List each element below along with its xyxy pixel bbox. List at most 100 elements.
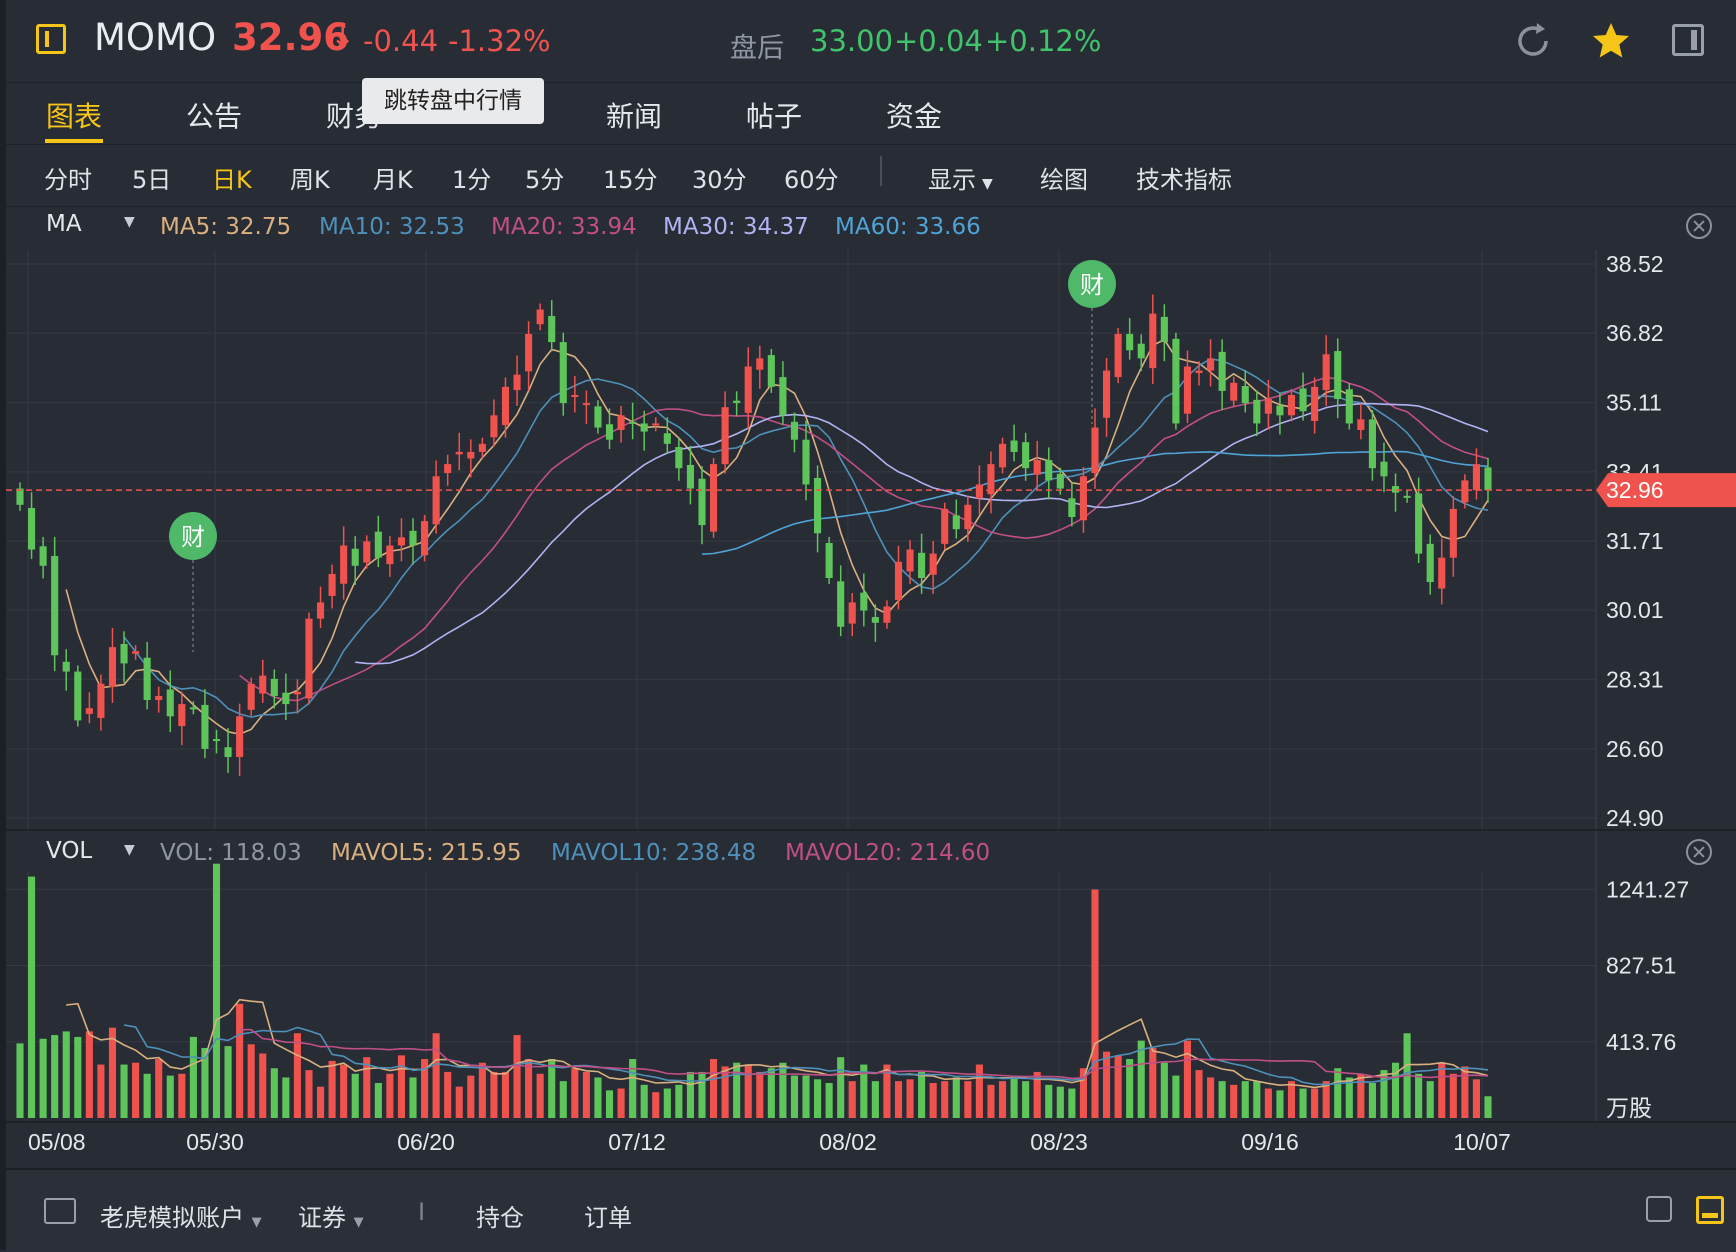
date-tick-label: 05/08 — [28, 1129, 86, 1155]
candle-body — [1068, 498, 1076, 518]
period-5min[interactable]: 5分 — [525, 166, 565, 194]
candle-body — [987, 464, 995, 495]
caret-down-icon: ▼ — [353, 1215, 364, 1230]
volume-bar — [1045, 1084, 1053, 1118]
volume-bar — [640, 1084, 648, 1118]
candle-body — [998, 443, 1007, 468]
candle-body — [975, 484, 983, 499]
draw-button[interactable]: 绘图 — [1040, 166, 1088, 194]
tab-posts[interactable]: 帖子 — [746, 100, 803, 133]
last-price: 32.96 — [232, 16, 350, 59]
after-hours-label: 盘后 — [730, 33, 784, 64]
candle-body — [571, 394, 579, 397]
vol-indicator-label[interactable]: VOL — [46, 838, 93, 864]
candle-body — [1426, 543, 1434, 583]
tab-notice[interactable]: 公告 — [186, 100, 243, 133]
date-tick-label: 08/02 — [819, 1129, 877, 1155]
panel-toggle-icon[interactable] — [1672, 24, 1704, 56]
volume-bar — [1438, 1062, 1446, 1118]
candle-body — [952, 515, 960, 530]
volume-bar — [1091, 889, 1099, 1118]
volume-bar — [1160, 1062, 1168, 1118]
mavol10-line — [123, 1024, 1489, 1086]
volume-bar — [97, 1064, 105, 1118]
candle-body — [432, 476, 440, 525]
account-selector[interactable]: 老虎模拟账户 ▼ — [100, 1198, 262, 1233]
candle-body — [143, 657, 151, 701]
volume-bar — [363, 1057, 371, 1118]
display-dropdown[interactable]: 显示 ▼ — [928, 160, 993, 195]
ma-caret-down-icon[interactable]: ▼ — [124, 214, 135, 230]
security-type-selector[interactable]: 证券 ▼ — [298, 1198, 364, 1233]
candle-body — [629, 421, 637, 424]
volume-bar — [305, 1070, 313, 1118]
volume-bar — [790, 1075, 799, 1118]
after-hours-pct: +0.12% — [985, 24, 1102, 58]
display-label: 显示 — [928, 166, 976, 194]
candle-body — [397, 537, 406, 546]
candle-body — [1253, 399, 1261, 424]
volume-bar — [455, 1086, 463, 1118]
period-30min[interactable]: 30分 — [692, 166, 747, 194]
copy-icon[interactable] — [1646, 1196, 1672, 1222]
indicators-button[interactable]: 技术指标 — [1136, 166, 1232, 194]
candle-body — [675, 447, 683, 469]
date-tick-label: 05/30 — [186, 1129, 244, 1155]
volume-bar — [236, 1003, 244, 1118]
volume-bar — [421, 1059, 429, 1118]
period-intraday[interactable]: 分时 — [44, 166, 92, 194]
volume-bar — [571, 1068, 579, 1118]
volume-bar — [837, 1057, 845, 1118]
refresh-icon[interactable] — [1512, 20, 1554, 62]
volume-bar — [1195, 1070, 1203, 1118]
close-ma-icon[interactable] — [1686, 213, 1712, 239]
volume-bar — [941, 1081, 949, 1118]
period-1min[interactable]: 1分 — [452, 166, 492, 194]
candle-body — [1403, 495, 1411, 498]
period-5day[interactable]: 5日 — [132, 166, 172, 194]
period-monthly[interactable]: 月K — [373, 166, 413, 194]
kline-chart[interactable]: 38.5236.8235.1133.4131.7130.0128.3126.60… — [0, 0, 1736, 1168]
candle-body — [1368, 419, 1376, 469]
volume-bar — [1183, 1040, 1192, 1118]
volume-bar — [1287, 1081, 1296, 1118]
period-60min[interactable]: 60分 — [784, 166, 839, 194]
tab-news[interactable]: 新闻 — [606, 100, 663, 133]
close-vol-icon[interactable] — [1686, 839, 1712, 865]
security-type-label: 证券 — [298, 1204, 346, 1232]
period-15min[interactable]: 15分 — [603, 166, 658, 194]
volume-bar — [594, 1077, 602, 1118]
star-icon[interactable] — [1590, 20, 1632, 62]
candle-body — [1230, 382, 1238, 401]
candle-body — [51, 556, 59, 656]
candle-body — [409, 530, 417, 546]
period-daily[interactable]: 日K — [212, 166, 252, 194]
candle-body — [1010, 440, 1018, 452]
positions-tab[interactable]: 持仓 — [476, 1204, 524, 1232]
volume-bar — [1391, 1062, 1400, 1118]
tab-chart[interactable]: 图表 — [46, 100, 103, 133]
volume-bar — [28, 876, 36, 1118]
candle-body — [62, 661, 70, 672]
volume-tick-label: 1241.27 — [1606, 876, 1689, 902]
candle-body — [166, 689, 174, 717]
tab-funds[interactable]: 资金 — [886, 100, 943, 133]
candle-body — [721, 407, 729, 465]
orders-tab[interactable]: 订单 — [584, 1204, 632, 1232]
candle-body — [1172, 338, 1180, 424]
price-change-pct: -1.32% — [448, 24, 551, 58]
ma-indicator-label[interactable]: MA — [46, 211, 82, 237]
period-weekly[interactable]: 周K — [290, 166, 330, 194]
candle-body — [132, 651, 140, 654]
candle-body — [871, 617, 879, 623]
trade-panel-icon[interactable] — [1696, 1196, 1724, 1224]
tooltip-jump-intraday[interactable]: 跳转盘中行情 — [362, 78, 544, 124]
account-icon[interactable] — [44, 1198, 76, 1224]
volume-bar — [1253, 1081, 1261, 1118]
caret-down-icon: ▼ — [251, 1215, 262, 1230]
candle-body — [259, 675, 267, 694]
volume-bar — [1137, 1040, 1145, 1118]
price-tick-label: 31.71 — [1606, 528, 1664, 554]
stock-icon[interactable] — [36, 24, 66, 54]
vol-caret-down-icon[interactable]: ▼ — [124, 842, 135, 858]
